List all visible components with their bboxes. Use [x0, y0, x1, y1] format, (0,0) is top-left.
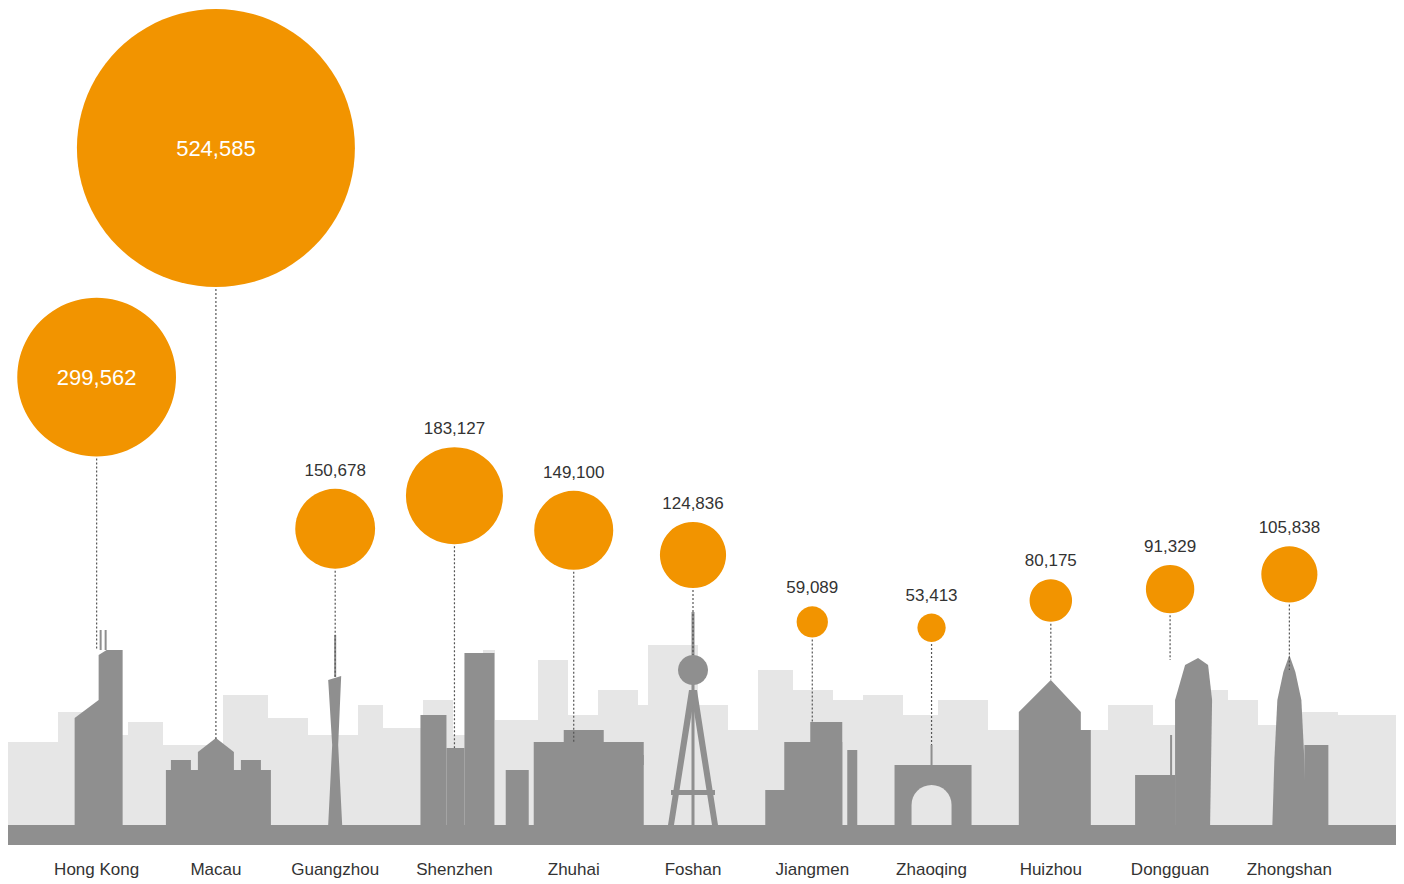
- svg-text:Dongguan: Dongguan: [1131, 860, 1209, 879]
- svg-text:Macau: Macau: [190, 860, 241, 879]
- svg-text:150,678: 150,678: [304, 461, 365, 480]
- svg-text:Zhongshan: Zhongshan: [1247, 860, 1332, 879]
- svg-text:124,836: 124,836: [662, 494, 723, 513]
- svg-text:80,175: 80,175: [1025, 551, 1077, 570]
- svg-text:Guangzhou: Guangzhou: [291, 860, 379, 879]
- svg-text:91,329: 91,329: [1144, 537, 1196, 556]
- svg-text:Huizhou: Huizhou: [1020, 860, 1082, 879]
- svg-text:Zhaoqing: Zhaoqing: [896, 860, 967, 879]
- svg-text:299,562: 299,562: [57, 365, 137, 390]
- svg-text:105,838: 105,838: [1259, 518, 1320, 537]
- svg-text:53,413: 53,413: [906, 586, 958, 605]
- svg-text:Hong Kong: Hong Kong: [54, 860, 139, 879]
- svg-text:Shenzhen: Shenzhen: [416, 860, 493, 879]
- svg-text:Jiangmen: Jiangmen: [775, 860, 849, 879]
- svg-text:149,100: 149,100: [543, 463, 604, 482]
- svg-text:Zhuhai: Zhuhai: [548, 860, 600, 879]
- svg-text:59,089: 59,089: [786, 578, 838, 597]
- svg-text:524,585: 524,585: [176, 136, 256, 161]
- svg-text:183,127: 183,127: [424, 419, 485, 438]
- svg-text:Foshan: Foshan: [665, 860, 722, 879]
